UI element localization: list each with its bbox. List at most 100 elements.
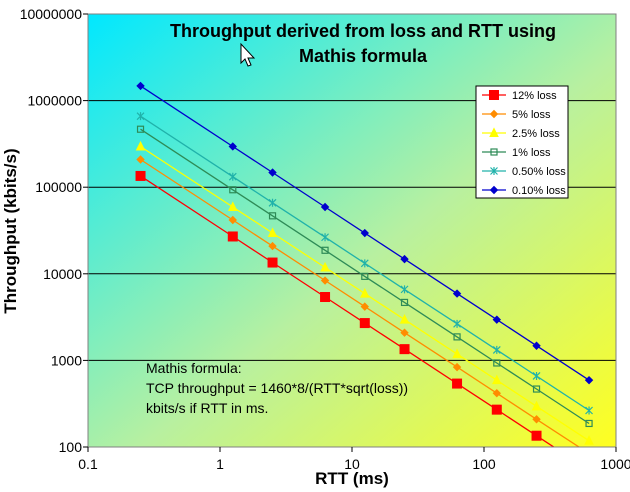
data-point [135,170,146,181]
data-point [359,318,370,329]
series-2 [135,140,594,445]
data-point [400,254,409,264]
y-tick-label: 10000 [43,266,82,282]
annotation-line-2: TCP throughput = 1460*8/(RTT*sqrt(loss)) [146,380,408,396]
data-point [399,344,410,355]
data-point [228,215,237,225]
series-5 [136,81,594,385]
y-tick-label: 100 [59,439,83,455]
x-tick-label: 10 [344,456,360,472]
data-point [492,345,501,354]
data-point [321,233,329,242]
data-point [400,328,409,337]
data-point [492,388,501,398]
data-point [531,430,542,441]
mouse-cursor-icon [240,42,256,67]
x-tick-label: 1 [216,456,224,472]
data-point [400,285,409,294]
legend-label: 5% loss [512,109,551,121]
data-point [532,371,541,380]
series-line [140,175,555,447]
data-point [452,362,462,372]
data-point [359,287,370,298]
y-tick-label: 1000000 [27,93,82,109]
series-line [140,115,590,412]
data-point [268,212,277,220]
data-point [400,298,409,307]
data-point [267,227,278,238]
data-point [360,228,369,238]
data-point [229,186,237,194]
data-point [268,168,277,177]
data-point [491,404,502,415]
chart-title-line-2: Mathis formula [299,46,428,66]
data-point [360,302,369,311]
legend-item: 0.50% loss [482,166,566,178]
data-point [452,289,462,298]
data-point [585,419,593,428]
data-point [136,81,145,91]
data-point [584,435,594,445]
series-line [140,145,590,442]
data-point [493,359,501,367]
series-4 [136,112,593,415]
series-1 [136,155,593,457]
data-point [585,406,593,415]
x-axis-title: RTT (ms) [315,469,389,488]
series-line [140,158,581,447]
series-0 [135,170,555,447]
legend-marker [489,185,499,195]
annotation-line-1: Mathis formula: [146,360,242,376]
legend-marker [489,127,499,137]
data-point [136,112,145,121]
legend-label: 2.5% loss [512,128,560,140]
legend-item: 2.5% loss [482,127,560,140]
series-layer [135,81,594,457]
data-point [268,241,277,251]
legend-label: 1% loss [512,147,551,159]
data-point [136,125,145,133]
y-axis-title: Throughput (kbits/s) [1,148,20,313]
legend-label: 0.50% loss [512,166,566,178]
data-point [491,374,502,385]
data-point [320,202,330,212]
data-point [227,201,238,211]
x-tick-label: 1000 [600,456,630,472]
x-axis-ticks: 0.1 1 10 100 1000 [78,447,630,472]
y-axis-ticks: 100 1000 10000 100000 1000000 10000000 [20,6,88,455]
legend-marker [490,167,498,175]
data-point [361,272,369,280]
data-point [532,415,541,424]
data-point [136,155,145,164]
y-tick-label: 1000 [51,352,82,368]
series-line [140,128,590,425]
data-point [586,450,593,457]
legend-item: 0.10% loss [482,185,566,197]
chart-title-line-1: Throughput derived from loss and RTT usi… [170,21,556,41]
data-point [320,276,330,285]
data-point [228,172,237,181]
legend-item: 1% loss [482,147,551,159]
annotation-line-3: kbits/s if RTT in ms. [146,400,268,416]
data-point [453,319,461,328]
data-point [268,198,277,207]
data-point [320,292,331,303]
legend-label: 0.10% loss [512,185,566,197]
data-point [399,314,410,324]
data-point [135,140,146,151]
legend-marker [489,90,499,100]
legend-item: 5% loss [482,109,551,121]
data-point [452,348,462,359]
data-point [452,378,463,389]
data-point [360,259,369,268]
data-point [492,315,501,324]
legend-item: 12% loss [482,90,557,102]
data-point [228,142,237,151]
data-point [227,231,238,242]
legend: 12% loss 5% loss 2.5% loss 1% loss 0.50% los… [475,85,569,199]
y-tick-label: 100000 [35,179,82,195]
data-point [532,341,541,350]
legend-marker [490,148,498,156]
legend-marker [489,109,499,119]
